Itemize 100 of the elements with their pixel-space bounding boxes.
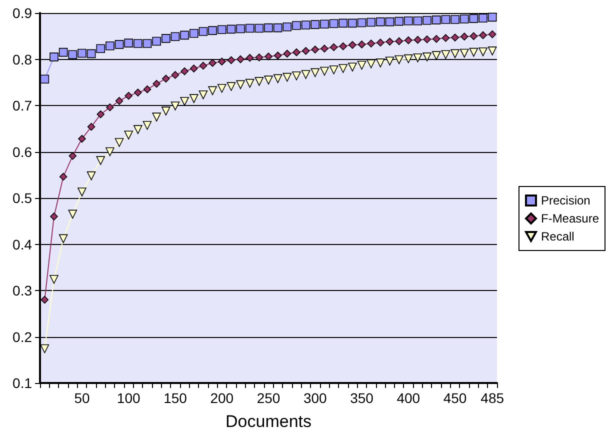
point [180, 30, 189, 40]
point [386, 38, 394, 46]
point [292, 72, 301, 80]
point [189, 28, 198, 38]
x-tick-label: 400 [396, 390, 420, 406]
point [124, 130, 133, 140]
point [198, 90, 208, 100]
point [404, 16, 413, 26]
point [162, 74, 170, 83]
y-tick-label: 0.1 [12, 375, 32, 391]
point [199, 62, 208, 70]
y-tick-label: 0.2 [12, 328, 32, 345]
point [423, 35, 431, 44]
point [367, 40, 375, 48]
point [217, 25, 226, 34]
point [413, 53, 422, 62]
y-tick-label: 0.5 [12, 190, 32, 206]
point [432, 35, 440, 43]
point [50, 52, 58, 62]
point [162, 34, 170, 43]
point [432, 16, 441, 24]
point [376, 17, 385, 26]
point [264, 52, 272, 60]
point [301, 20, 310, 30]
point [96, 156, 106, 165]
point [50, 275, 58, 284]
point [292, 21, 301, 30]
point [330, 43, 338, 52]
point [357, 60, 366, 70]
point [198, 27, 208, 36]
point [68, 50, 78, 60]
point [478, 47, 488, 56]
y-tick-label: 0.4 [12, 236, 32, 252]
point [134, 39, 142, 48]
point [170, 102, 180, 110]
point [450, 15, 460, 24]
point [254, 24, 264, 33]
point [441, 15, 450, 24]
point [358, 40, 366, 48]
point [385, 56, 394, 66]
point [227, 56, 236, 64]
point [59, 172, 68, 181]
point [58, 234, 68, 244]
point [395, 37, 403, 46]
point [470, 32, 478, 40]
x-tick-label: 300 [303, 390, 328, 406]
point [320, 20, 329, 28]
point [40, 74, 50, 84]
point [40, 344, 50, 354]
point [106, 41, 114, 50]
point [282, 72, 292, 82]
point [329, 19, 338, 28]
point [115, 96, 124, 105]
point [422, 52, 432, 62]
point [264, 76, 273, 84]
point [152, 112, 161, 122]
point [451, 34, 459, 42]
point [414, 36, 422, 44]
point [469, 48, 478, 57]
point [143, 85, 152, 94]
y-tick-label: 0.3 [12, 282, 32, 298]
point [254, 77, 264, 86]
point [246, 54, 254, 62]
point [338, 64, 348, 73]
point [152, 36, 161, 46]
point [189, 94, 198, 103]
point [311, 46, 320, 54]
point [218, 58, 226, 66]
point [348, 41, 356, 49]
point [226, 82, 236, 91]
point [404, 54, 413, 64]
point [320, 44, 328, 53]
point [96, 44, 106, 54]
point [460, 48, 469, 58]
point [274, 52, 282, 60]
point [283, 50, 292, 58]
x-tick-label: 50 [74, 390, 90, 406]
point [348, 62, 357, 72]
y-tick-label: 0.9 [12, 5, 32, 21]
x-tick-label: 250 [256, 390, 280, 406]
point [78, 188, 86, 196]
point [236, 55, 244, 64]
point [87, 122, 96, 131]
point [264, 23, 273, 32]
point [134, 125, 142, 134]
x-tick-label: 100 [116, 390, 140, 406]
point [404, 36, 412, 44]
point [114, 40, 124, 49]
point [142, 39, 152, 48]
point [320, 66, 329, 76]
point [86, 49, 96, 58]
point [68, 152, 77, 160]
point [171, 71, 180, 79]
point [488, 12, 497, 22]
point [152, 80, 160, 88]
point [273, 23, 282, 32]
point [460, 32, 468, 40]
point [124, 92, 132, 100]
point [460, 14, 469, 24]
point [450, 49, 460, 58]
